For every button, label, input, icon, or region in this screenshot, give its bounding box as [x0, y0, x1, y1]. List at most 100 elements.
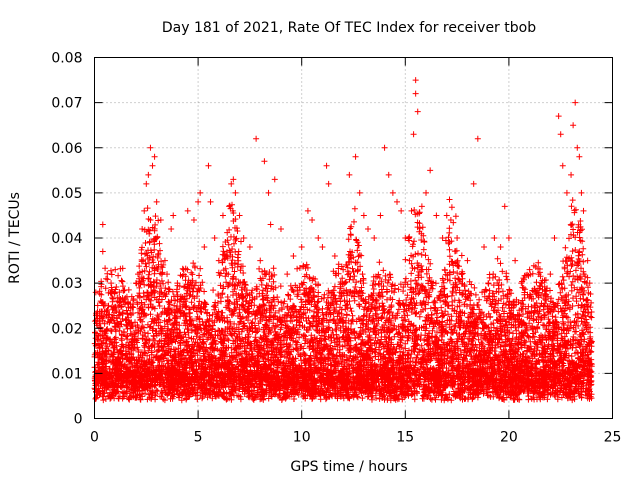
- data-point: [557, 131, 564, 138]
- data-point: [356, 189, 363, 196]
- y-tick-label: 0.02: [51, 321, 82, 337]
- data-point: [464, 257, 471, 264]
- data-point: [412, 90, 419, 97]
- data-point: [201, 244, 208, 251]
- data-point: [246, 244, 253, 251]
- data-point: [207, 198, 214, 205]
- data-point: [443, 212, 450, 219]
- y-axis-label: ROTI / TECUs: [7, 192, 23, 284]
- data-point: [284, 271, 291, 278]
- data-point: [481, 244, 488, 251]
- data-point: [389, 189, 396, 196]
- x-tick-label: 10: [293, 430, 311, 446]
- data-point: [325, 180, 332, 187]
- data-point: [267, 221, 274, 228]
- data-point: [240, 235, 247, 241]
- data-point: [211, 235, 218, 241]
- data-point: [195, 198, 202, 205]
- data-point: [157, 216, 164, 223]
- data-point: [168, 225, 175, 232]
- data-point: [491, 235, 498, 241]
- axis-ticks: 0 5 10 15 20 25 0 0.01 0.02 0.03 0.04 0.05 0.06 0.07 0…: [51, 51, 621, 446]
- data-point: [547, 271, 554, 278]
- data-point: [153, 198, 160, 205]
- y-tick-label: 0: [74, 412, 83, 428]
- y-tick-label: 0.06: [51, 141, 82, 157]
- data-point: [578, 189, 585, 196]
- data-point: [360, 212, 367, 219]
- data-point: [377, 212, 384, 219]
- data-point: [474, 135, 481, 142]
- data-point: [340, 266, 347, 273]
- data-point: [497, 244, 504, 251]
- data-point: [108, 280, 115, 287]
- data-point: [381, 144, 388, 151]
- data-point: [394, 198, 401, 205]
- x-axis-label: GPS time / hours: [290, 459, 407, 475]
- data-point: [414, 108, 421, 115]
- data-point: [277, 225, 284, 232]
- data-point: [433, 212, 440, 219]
- data-point: [161, 257, 168, 264]
- data-point: [139, 225, 146, 232]
- data-point: [568, 171, 575, 178]
- data-point: [265, 189, 272, 196]
- y-tick-label: 0.01: [51, 366, 82, 382]
- data-point: [290, 253, 297, 260]
- x-tick-label: 15: [396, 430, 414, 446]
- data-point: [315, 235, 322, 241]
- data-point: [454, 235, 461, 241]
- data-point: [145, 171, 152, 178]
- data-point: [228, 180, 235, 187]
- data-point: [230, 176, 237, 183]
- y-tick-label: 0.08: [51, 51, 82, 67]
- data-point: [197, 189, 204, 196]
- data-point: [551, 235, 558, 241]
- data-point: [319, 244, 326, 251]
- data-point: [257, 257, 264, 264]
- data-point: [232, 189, 239, 196]
- data-point: [236, 212, 243, 219]
- data-point: [512, 257, 519, 264]
- data-point: [505, 235, 512, 241]
- data-point: [418, 203, 425, 210]
- data-point: [412, 77, 419, 84]
- x-tick-label: 25: [604, 430, 622, 446]
- data-point: [385, 171, 392, 178]
- data-point: [190, 216, 197, 223]
- data-point: [215, 257, 222, 264]
- data-point: [574, 144, 581, 151]
- data-point: [205, 162, 212, 169]
- data-point: [298, 244, 305, 251]
- data-point: [427, 167, 434, 174]
- data-point: [346, 171, 353, 178]
- data-point: [112, 266, 119, 273]
- data-point: [365, 225, 372, 232]
- data-point: [555, 113, 562, 120]
- y-tick-label: 0.03: [51, 276, 82, 292]
- data-point: [410, 131, 417, 138]
- y-tick-label: 0.05: [51, 186, 82, 202]
- data-point: [572, 99, 579, 106]
- data-point: [149, 162, 156, 169]
- data-point: [439, 235, 446, 241]
- data-point: [219, 212, 226, 219]
- y-tick-label: 0.07: [51, 96, 82, 112]
- data-point: [352, 153, 359, 160]
- data-point: [309, 216, 316, 223]
- chart-title: Day 181 of 2021, Rate Of TEC Index for r…: [162, 20, 536, 36]
- data-point: [570, 122, 577, 129]
- data-point: [576, 153, 583, 160]
- data-point: [99, 248, 106, 255]
- data-points: [91, 77, 595, 404]
- y-tick-label: 0.04: [51, 231, 82, 247]
- data-point: [99, 221, 106, 228]
- data-point: [563, 189, 570, 196]
- data-point: [141, 207, 148, 214]
- x-tick-label: 5: [194, 430, 203, 446]
- data-point: [398, 207, 405, 214]
- data-point: [323, 162, 330, 169]
- x-tick-label: 20: [500, 430, 518, 446]
- data-point: [304, 207, 311, 214]
